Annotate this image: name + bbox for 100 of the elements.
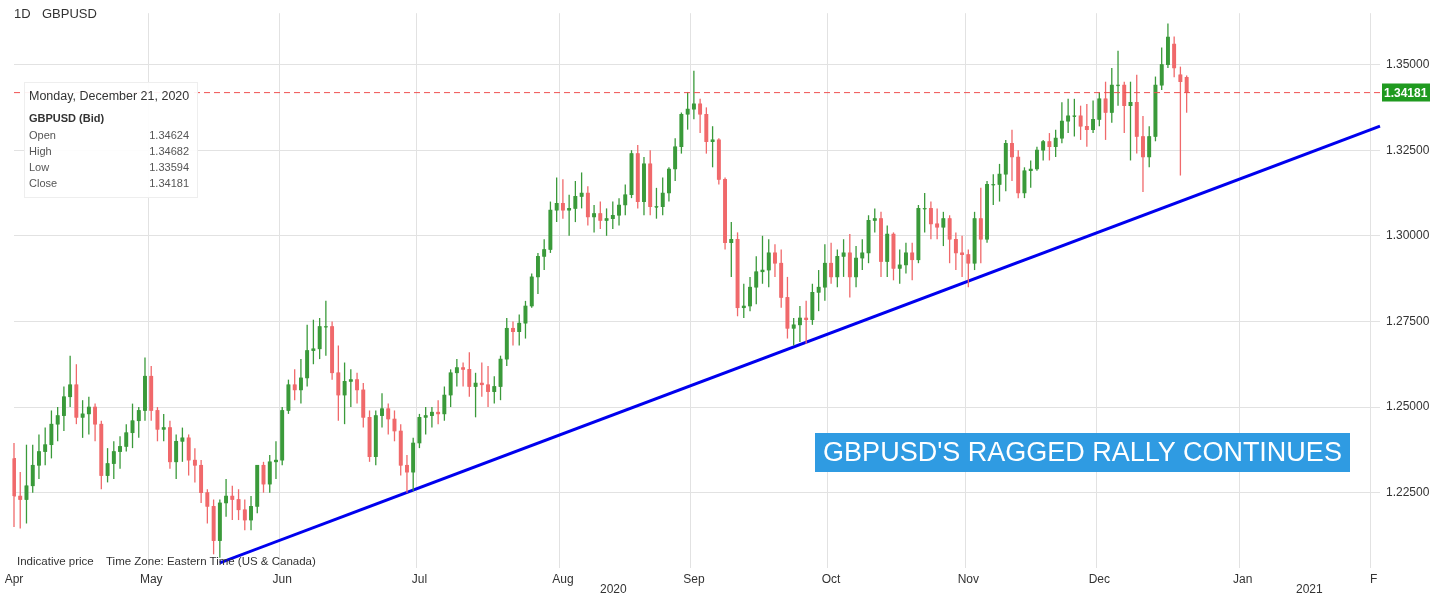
candlestick: [567, 194, 572, 237]
candlestick: [43, 426, 48, 466]
annotation: 1.34682: [149, 145, 189, 157]
x-tick-label: Nov: [957, 571, 979, 586]
candlestick: [298, 358, 303, 405]
y-tick-label: 1.27500: [1386, 313, 1430, 328]
candlestick: [267, 454, 272, 494]
candlestick: [1122, 81, 1127, 134]
candlestick: [174, 433, 179, 480]
candlestick: [610, 200, 615, 230]
candlestick: [536, 252, 540, 295]
candlestick: [1091, 99, 1096, 134]
candlestick: [710, 125, 715, 168]
chart-subtitle: GBPUSD: [42, 6, 97, 21]
candlestick: [242, 498, 247, 531]
candlestick: [1084, 103, 1089, 148]
candlestick: [822, 243, 827, 302]
candlestick: [249, 495, 253, 531]
candlestick: [748, 276, 752, 312]
candlestick: [467, 351, 472, 398]
text: 2020: [600, 582, 627, 596]
candlestick: [523, 300, 528, 340]
candlestick: [1072, 98, 1077, 138]
annotation: High: [29, 145, 52, 157]
annotation: Time Zone: Eastern Time (US & Canada): [106, 555, 316, 567]
candlestick: [997, 163, 1002, 203]
candlestick: [49, 409, 54, 460]
y-tick-label: 1.32500: [1386, 142, 1430, 157]
candlestick: [604, 207, 609, 237]
annotation: Indicative price: [17, 555, 94, 567]
y-tick-label: 1.22500: [1386, 484, 1430, 499]
candlestick: [192, 447, 197, 484]
candlestick: [667, 166, 671, 203]
candlestick: [1078, 105, 1083, 141]
candlestick: [517, 313, 522, 347]
candlestick: [654, 187, 659, 220]
candlestick: [860, 238, 865, 271]
candlestick: [1147, 125, 1152, 168]
candlestick: [355, 372, 359, 405]
candlestick: [1184, 74, 1189, 114]
x-tick-label: Dec: [1088, 571, 1110, 586]
candlestick: [24, 444, 29, 525]
candlestick: [585, 185, 590, 227]
candlestick: [136, 406, 141, 439]
x-tick-label: Jul: [411, 571, 428, 586]
candlestick: [86, 396, 91, 436]
x-tick-label: Oct: [821, 571, 842, 586]
candlestick: [405, 454, 409, 494]
x-tick-label: Sep: [683, 571, 705, 586]
x-tick-label: Jun: [272, 571, 292, 586]
annotation: GBPUSD'S RAGGED RALLY CONTINUES: [815, 433, 1350, 472]
candlestick: [592, 204, 597, 234]
candlestick: [1022, 166, 1027, 199]
candlestick: [835, 248, 840, 288]
candlestick: [1159, 46, 1164, 91]
ref-line-label: 1.34181: [1384, 85, 1428, 100]
candlestick: [960, 235, 965, 278]
annotation: 1.34624: [149, 129, 189, 141]
candlestick: [1128, 81, 1133, 162]
candlestick: [236, 488, 241, 521]
candlestick: [511, 320, 515, 347]
candlestick: [317, 317, 322, 360]
candlestick: [155, 406, 160, 442]
candlestick: [698, 98, 703, 134]
candlestick: [928, 200, 933, 240]
candlestick: [111, 440, 116, 480]
candlestick: [492, 375, 497, 405]
candlestick: [30, 444, 35, 494]
candlestick: [560, 178, 565, 220]
candlestick: [1053, 128, 1058, 158]
x-tick-label: F: [1370, 571, 1378, 586]
candlestick: [773, 243, 777, 278]
candlestick: [442, 385, 447, 422]
candlestick: [797, 305, 802, 343]
candlestick: [186, 433, 191, 477]
candlestick: [37, 433, 41, 480]
candlestick: [274, 440, 278, 480]
candlestick: [760, 235, 765, 285]
candlestick: [61, 385, 66, 432]
candlestick: [261, 461, 266, 494]
candlestick: [342, 361, 347, 425]
candlestick: [1141, 115, 1145, 193]
candlestick: [1035, 146, 1039, 172]
candlestick: [953, 231, 958, 271]
candlestick: [486, 365, 490, 408]
annotation: Close: [29, 177, 58, 189]
candlestick: [554, 176, 559, 223]
candlestick: [311, 319, 316, 365]
candlestick: [1103, 81, 1108, 141]
candlestick: [130, 402, 135, 449]
candlestick: [454, 358, 459, 388]
x-tick-label: Jan: [1233, 571, 1253, 586]
candlestick: [1178, 65, 1183, 177]
candlestick: [829, 242, 834, 285]
candlestick: [1047, 132, 1052, 162]
candlestick: [68, 355, 73, 408]
candlestick: [292, 368, 297, 401]
candlestick: [224, 478, 228, 518]
candlestick: [336, 344, 341, 422]
candlestick: [18, 471, 23, 530]
